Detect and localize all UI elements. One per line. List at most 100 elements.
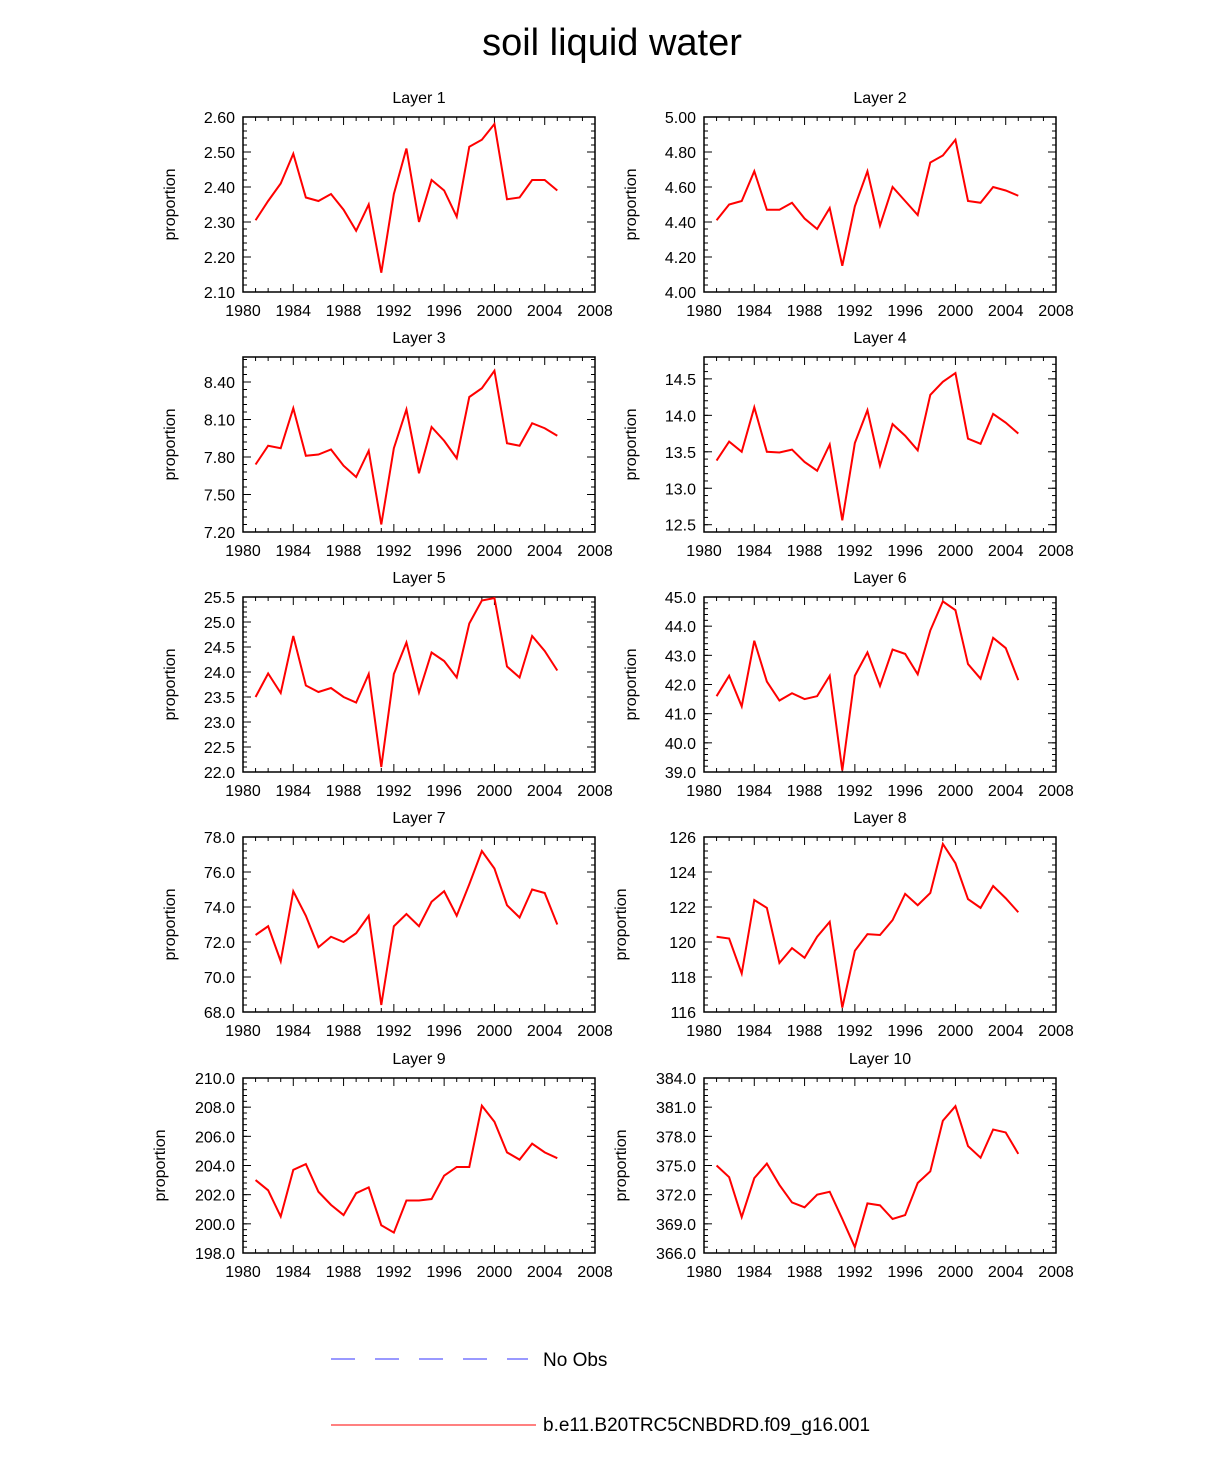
y-tick-label: 200.0 (195, 1217, 235, 1234)
y-tick-label: 72.0 (204, 935, 235, 952)
x-tick-label: 1984 (275, 303, 311, 320)
y-tick-label: 70.0 (204, 970, 235, 987)
y-tick-label: 126 (669, 830, 696, 847)
y-tick-label: 2.40 (204, 180, 235, 197)
x-tick-label: 1980 (225, 303, 261, 320)
x-tick-label: 1988 (787, 783, 823, 800)
plot-frame (242, 356, 596, 533)
y-tick-label: 2.30 (204, 215, 235, 232)
plot-frame (703, 116, 1057, 293)
y-tick-label: 8.40 (204, 375, 235, 392)
y-tick-label: 4.20 (665, 250, 696, 267)
y-tick-label: 25.0 (204, 615, 235, 632)
x-tick-label: 2008 (1038, 303, 1074, 320)
y-tick-label: 14.0 (665, 408, 696, 425)
x-tick-label: 1984 (736, 783, 772, 800)
y-tick-label: 13.0 (665, 481, 696, 498)
y-tick-label: 68.0 (204, 1005, 235, 1022)
x-tick-label: 1988 (787, 1023, 823, 1040)
x-tick-label: 2004 (988, 783, 1024, 800)
chart-panel-6: Layer 6 proportion 1980 1984 1988 1992 1996 200… (623, 570, 1074, 800)
y-tick-label: 118 (670, 970, 696, 987)
x-tick-label: 1984 (736, 303, 772, 320)
x-tick-label: 1980 (686, 1264, 722, 1281)
chart-panel-1: Layer 1 proportion 1980 1984 1988 1992 1996 200… (162, 90, 613, 320)
x-tick-label: 2004 (527, 303, 563, 320)
chart-panel-9: Layer 9 proportion 1980 1984 1988 1992 1996 200… (152, 1051, 613, 1281)
chart-panel-3: Layer 3 proportion 1980 1984 1988 1992 1996 200… (162, 330, 613, 560)
x-tick-label: 1988 (787, 543, 823, 560)
x-tick-label: 1980 (225, 1023, 261, 1040)
y-tick-label: 202.0 (195, 1188, 235, 1205)
x-tick-label: 1980 (225, 1264, 261, 1281)
x-tick-label: 1996 (887, 783, 923, 800)
y-tick-label: 44.0 (665, 619, 696, 636)
series-line (716, 841, 1020, 1008)
x-tick-label: 2000 (477, 1023, 513, 1040)
x-tick-label: 1984 (275, 543, 311, 560)
y-tick-label: 78.0 (204, 830, 235, 847)
y-tick-label: 4.00 (665, 285, 696, 302)
x-tick-label: 1984 (736, 1264, 772, 1281)
y-axis-label: proportion (162, 168, 179, 240)
x-tick-label: 1988 (787, 1264, 823, 1281)
y-axis-label: proportion (613, 1129, 630, 1201)
y-axis-label: proportion (623, 168, 640, 240)
panel-title: Layer 1 (392, 90, 445, 107)
x-tick-label: 2004 (527, 783, 563, 800)
series-line (254, 596, 559, 768)
x-tick-label: 1992 (376, 1264, 412, 1281)
y-tick-label: 41.0 (665, 707, 696, 724)
y-axis-label: proportion (162, 408, 179, 480)
x-tick-label: 1996 (887, 303, 923, 320)
y-tick-label: 378.0 (656, 1129, 696, 1146)
y-tick-label: 2.10 (204, 285, 235, 302)
x-tick-label: 2004 (988, 1023, 1024, 1040)
x-tick-label: 1984 (275, 1023, 311, 1040)
panel-title: Layer 4 (853, 330, 906, 347)
y-tick-label: 23.0 (204, 715, 235, 732)
x-tick-label: 1992 (837, 1023, 873, 1040)
panel-title: Layer 9 (392, 1051, 445, 1068)
x-tick-label: 1996 (426, 1023, 462, 1040)
x-tick-label: 1988 (326, 1023, 362, 1040)
y-tick-label: 12.5 (665, 518, 696, 535)
x-tick-label: 2000 (938, 783, 974, 800)
y-tick-label: 22.0 (204, 765, 235, 782)
y-tick-label: 208.0 (195, 1100, 235, 1117)
x-tick-label: 2000 (938, 543, 974, 560)
y-tick-label: 4.40 (665, 215, 696, 232)
x-tick-label: 2000 (938, 303, 974, 320)
y-axis-label: proportion (162, 648, 179, 720)
x-tick-label: 2004 (988, 543, 1024, 560)
x-tick-label: 1988 (326, 783, 362, 800)
x-tick-label: 1988 (326, 1264, 362, 1281)
legend: No Obs b.e11.B20TRC5CNBDRD.f09_g16.001 (331, 1350, 870, 1436)
series-line (254, 121, 558, 273)
chart-panel-7: Layer 7 proportion 1980 1984 1988 1992 1996 200… (162, 810, 613, 1040)
y-axis-label: proportion (152, 1129, 169, 1201)
plot-frame (703, 1077, 1057, 1254)
x-tick-label: 2008 (577, 1264, 613, 1281)
x-tick-label: 2008 (1038, 1264, 1074, 1281)
series-line (254, 1103, 558, 1235)
x-tick-label: 1980 (225, 783, 261, 800)
x-tick-label: 1988 (787, 303, 823, 320)
x-tick-label: 2008 (1038, 543, 1074, 560)
panel-title: Layer 8 (853, 810, 906, 827)
x-tick-label: 1980 (225, 543, 261, 560)
x-tick-label: 2000 (477, 783, 513, 800)
x-tick-label: 1996 (426, 543, 462, 560)
x-tick-label: 2004 (988, 1264, 1024, 1281)
x-tick-label: 1984 (275, 1264, 311, 1281)
chart-panel-8: Layer 8 proportion 1980 1984 1988 1992 1996 200… (613, 810, 1074, 1040)
x-tick-label: 1980 (686, 303, 722, 320)
plot-frame (242, 596, 596, 773)
x-tick-label: 2004 (527, 1023, 563, 1040)
x-tick-label: 2008 (1038, 783, 1074, 800)
x-tick-label: 1992 (837, 543, 873, 560)
x-tick-label: 2008 (1038, 1023, 1074, 1040)
y-tick-label: 120 (669, 935, 696, 952)
chart-panel-10: Layer 10 proportion 1980 1984 1988 1992 1996 20… (613, 1051, 1074, 1281)
